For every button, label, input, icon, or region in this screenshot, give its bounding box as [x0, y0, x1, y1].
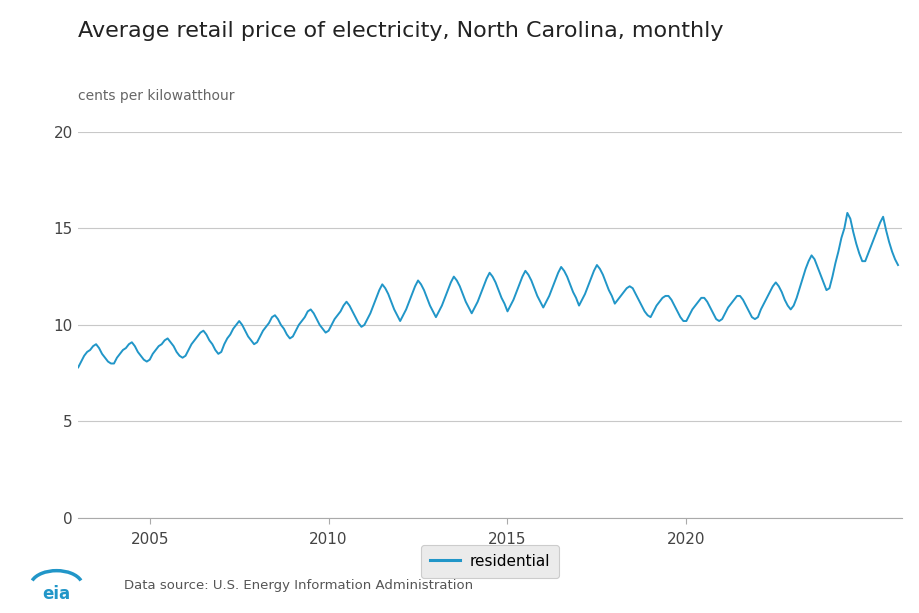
- Text: eia: eia: [42, 585, 71, 603]
- Text: cents per kilowatthour: cents per kilowatthour: [78, 89, 234, 103]
- Text: Data source: U.S. Energy Information Administration: Data source: U.S. Energy Information Adm…: [124, 579, 472, 592]
- Text: Average retail price of electricity, North Carolina, monthly: Average retail price of electricity, Nor…: [78, 21, 723, 42]
- Legend: residential: residential: [420, 544, 559, 578]
